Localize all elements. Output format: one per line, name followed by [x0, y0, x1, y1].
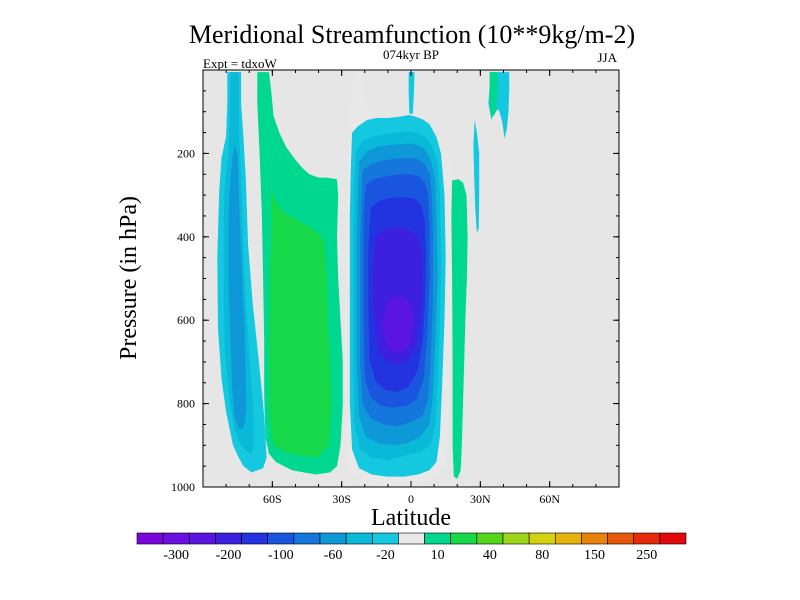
colorbar-swatch [450, 532, 478, 545]
contour-region-sh-outer-core [228, 145, 247, 429]
y-tick-label: 200 [177, 146, 195, 160]
y-tick-label: 400 [177, 230, 195, 244]
colorbar-swatch [607, 532, 635, 545]
chart-title: Meridional Streamfunction (10**9kg/m-2) [189, 20, 635, 49]
contour-region-nh-upper-positive [489, 72, 498, 117]
colorbar-label: -20 [376, 548, 395, 563]
contour-region-nh-thin-negative [473, 120, 480, 233]
colorbar-swatch [293, 532, 321, 545]
colorbar-swatch [633, 532, 661, 545]
colorbar-label: -300 [163, 548, 189, 563]
x-axis-label: Latitude [371, 505, 451, 531]
contour-region-sh-positive-inner [268, 190, 332, 458]
colorbar-label: -100 [268, 548, 294, 563]
x-tick-label: 30N [470, 492, 491, 506]
colorbar-swatch [162, 532, 190, 545]
contour-region-nh-thin-blue [408, 72, 415, 114]
y-tick-label: 1000 [171, 480, 195, 494]
colorbar-label: -200 [216, 548, 242, 563]
colorbar-swatch [424, 532, 452, 545]
chart-subtitle-left: Expt = tdxoW [203, 56, 277, 71]
colorbar-swatch [528, 532, 556, 545]
contour-region-eq-cell-250 [383, 296, 414, 354]
chart-subtitle-right: JJA [597, 50, 617, 65]
colorbar-swatch [188, 532, 216, 545]
colorbar-swatch [319, 532, 347, 545]
x-tick-label: 0 [408, 492, 414, 506]
colorbar-swatch [371, 532, 399, 545]
colorbar-label: 80 [535, 548, 549, 563]
colorbar-swatch [554, 532, 582, 545]
y-axis-label: Pressure (in hPa) [116, 196, 142, 360]
colorbar-label: 40 [483, 548, 497, 563]
colorbar-label: 10 [431, 548, 445, 563]
colorbar: -300 -200 -100 -60 -20 10 40 80 150 250 [136, 532, 687, 563]
contour-regions [217, 72, 510, 487]
y-tick-label: 800 [177, 397, 195, 411]
colorbar-swatch [581, 532, 608, 545]
colorbar-swatch [502, 532, 530, 545]
colorbar-swatch [215, 532, 242, 545]
y-tick-label: 600 [177, 313, 195, 327]
colorbar-swatch [136, 532, 164, 545]
colorbar-swatch [398, 532, 425, 545]
x-tick-label: 60N [539, 492, 560, 506]
colorbar-label: 150 [584, 548, 605, 563]
x-tick-label: 60S [263, 492, 282, 506]
contour-region-nh-positive-strip [451, 179, 468, 479]
plot-frame [202, 69, 620, 488]
colorbar-swatch [659, 532, 687, 545]
colorbar-swatch [345, 532, 373, 545]
colorbar-label: 250 [636, 548, 657, 563]
colorbar-swatch [241, 532, 269, 545]
x-tick-label: 30S [332, 492, 351, 506]
colorbar-swatch [267, 532, 295, 545]
colorbar-swatch [476, 532, 504, 545]
chart-subtitle-center: 074kyr BP [383, 47, 439, 62]
colorbar-label: -60 [324, 548, 343, 563]
